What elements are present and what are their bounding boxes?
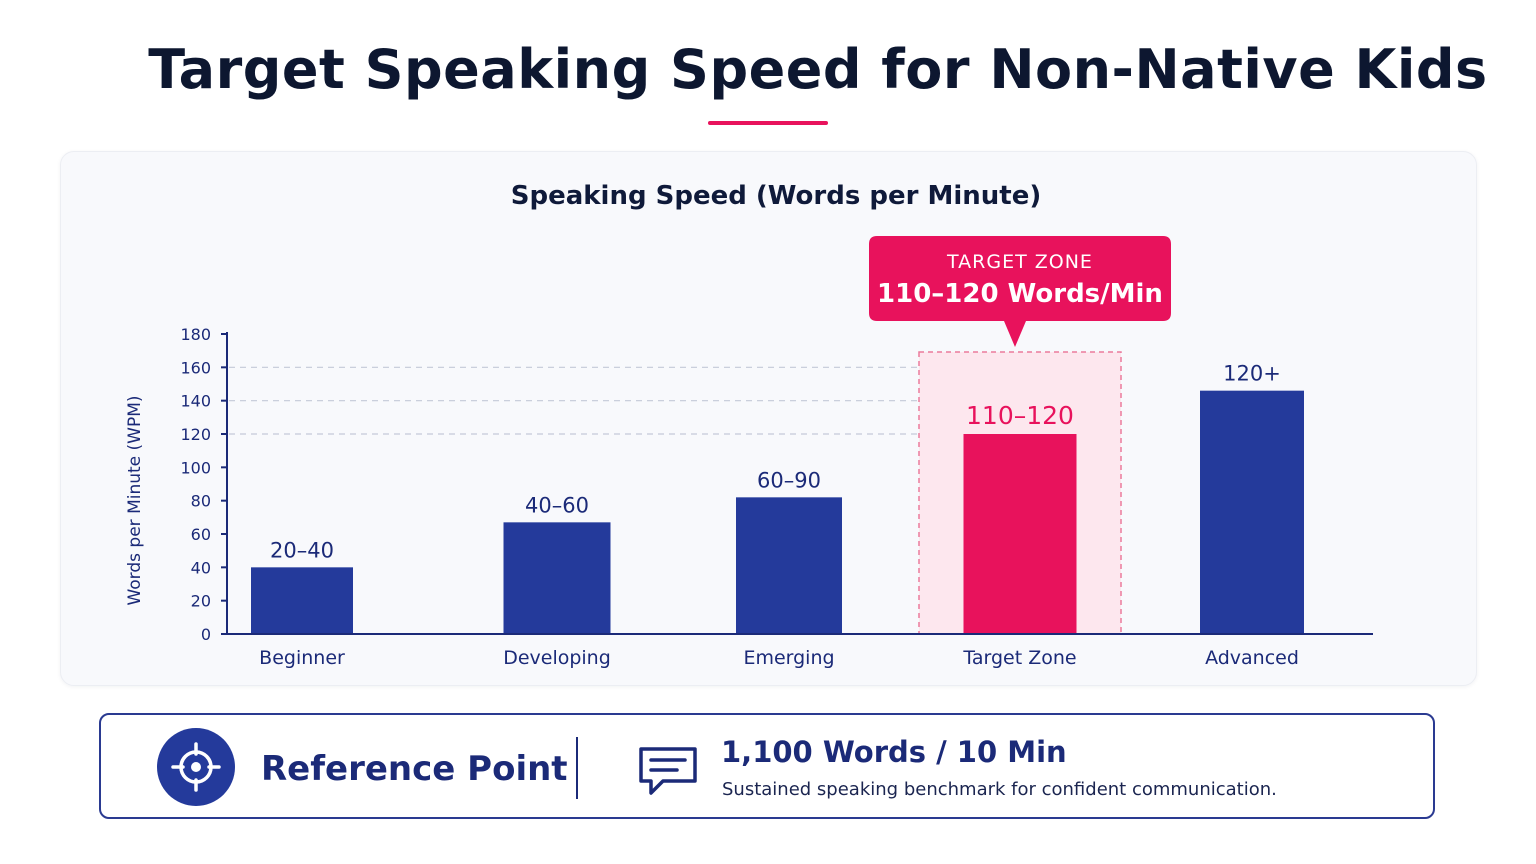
bar-target-zone [963, 434, 1077, 634]
chart-card: Speaking Speed (Words per Minute) 0 20 40 60… [60, 151, 1477, 686]
y-tick-label-100: 100 [180, 458, 211, 477]
y-tick-label-140: 140 [180, 392, 211, 411]
reference-divider [576, 737, 578, 799]
reference-stat: 1,100 Words / 10 Min [721, 735, 1067, 769]
data-label-3: 60–90 [757, 468, 821, 492]
y-tick-label-180: 180 [180, 325, 211, 344]
page-title: Target Speaking Speed for Non-Native Kid… [148, 38, 1488, 101]
x-tick-label-1: Beginner [259, 647, 345, 669]
speaking-speed-chart: Speaking Speed (Words per Minute) 0 20 40 60… [125, 181, 1373, 669]
y-tick-label-60: 60 [191, 525, 211, 544]
chart-title: Speaking Speed (Words per Minute) [511, 181, 1042, 211]
y-tick-label-40: 40 [191, 558, 211, 577]
y-tick-label-160: 160 [180, 358, 211, 377]
reference-title: Reference Point [261, 749, 568, 789]
x-tick-label-3: Emerging [743, 647, 834, 669]
x-tick-label-2: Developing [503, 647, 611, 669]
y-tick-label-120: 120 [180, 425, 211, 444]
data-label-4: 110–120 [966, 401, 1074, 430]
chat-icon [639, 747, 697, 795]
callout-text: 110–120 Words/Min [877, 279, 1163, 309]
bar-emerging [736, 497, 842, 634]
title-underline [708, 121, 828, 125]
data-label-2: 40–60 [525, 493, 589, 517]
y-axis-label: Words per Minute (WPM) [125, 395, 145, 605]
data-label-1: 20–40 [270, 538, 334, 562]
callout-heading: TARGET ZONE [946, 251, 1093, 273]
y-tick-label-0: 0 [201, 625, 211, 644]
bar-developing [503, 522, 611, 634]
reference-caption: Sustained speaking benchmark for confide… [722, 779, 1277, 800]
data-label-5: 120+ [1223, 362, 1281, 386]
x-tick-label-4: Target Zone [962, 647, 1076, 669]
bar-advanced [1200, 390, 1304, 634]
x-tick-label-5: Advanced [1205, 647, 1299, 669]
bar-beginner [251, 567, 353, 634]
reference-panel: Reference Point 1,100 Words / 10 Min Sus… [99, 713, 1435, 819]
y-tick-label-80: 80 [191, 492, 211, 511]
target-icon [157, 728, 235, 806]
y-tick-label-20: 20 [191, 592, 211, 611]
target-zone-callout [869, 236, 1171, 347]
